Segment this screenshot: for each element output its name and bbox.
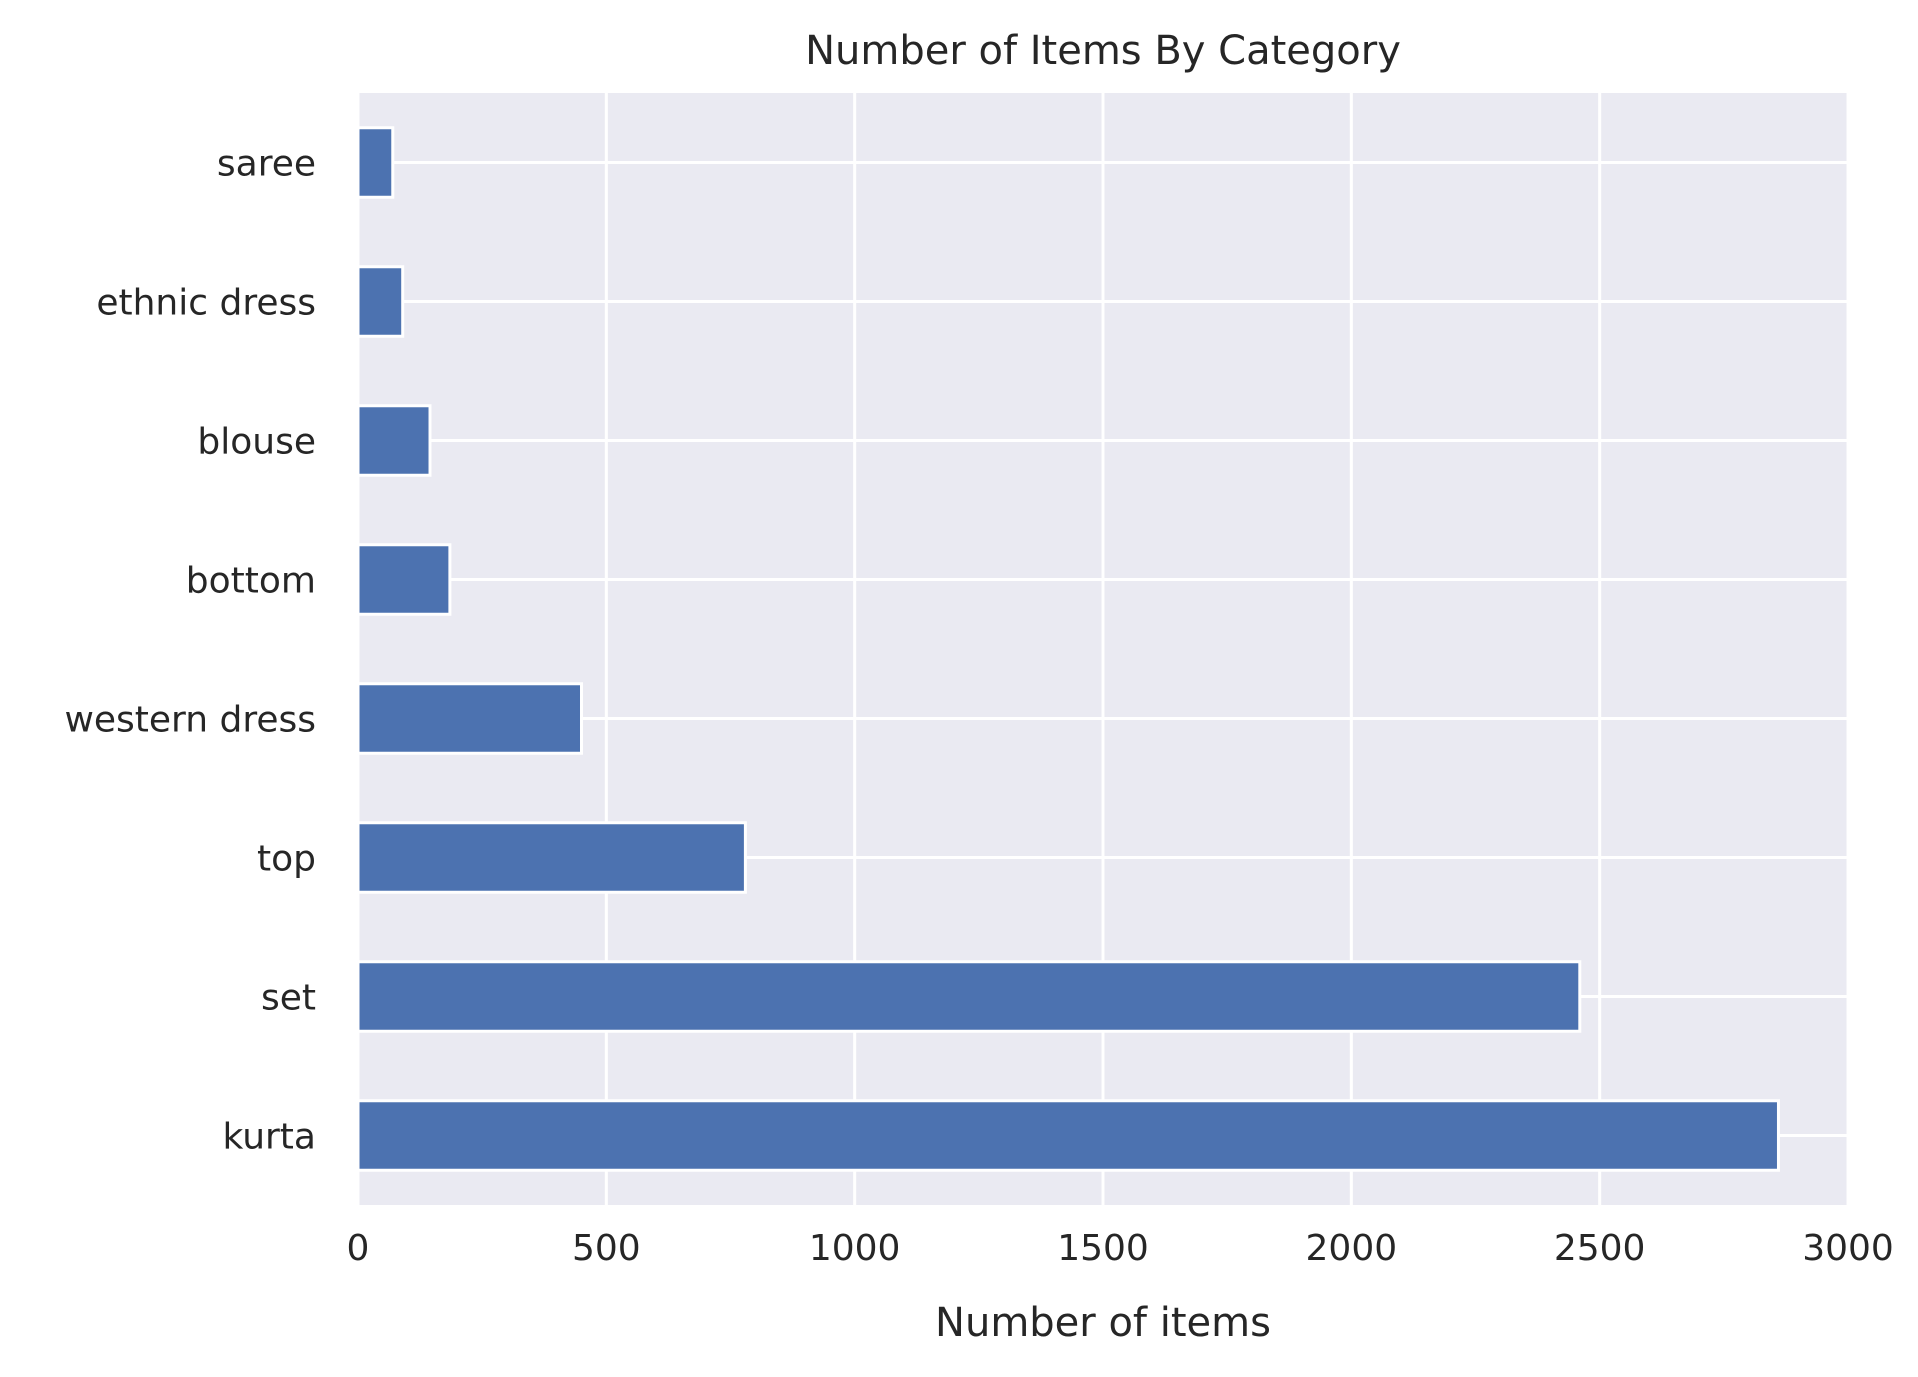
chart-title: Number of Items By Category (805, 28, 1401, 74)
y-tick-label: kurta (222, 1117, 316, 1158)
bar-saree (356, 126, 395, 199)
bar-ethnic-dress (356, 265, 405, 338)
y-tick-label: top (257, 839, 316, 880)
y-tick-label: western dress (64, 700, 316, 741)
x-tick-label: 500 (572, 1228, 641, 1269)
x-tick-label: 2000 (1306, 1228, 1398, 1269)
y-tick-labels: saree ethnic dress blouse bottom western dre… (64, 144, 316, 1158)
x-tick-labels: 0 500 1000 1500 2000 2500 3000 (347, 1228, 1894, 1269)
bar-western-dress (356, 682, 583, 755)
bar-top (356, 821, 747, 894)
x-tick-label: 2500 (1554, 1228, 1646, 1269)
bar-bottom (356, 543, 452, 616)
x-axis-label: Number of items (935, 1300, 1271, 1346)
bar-set (356, 960, 1582, 1033)
y-tick-label: bottom (186, 561, 316, 602)
bar-blouse (356, 404, 432, 477)
x-tick-label: 1500 (1057, 1228, 1149, 1269)
x-tick-label: 3000 (1802, 1228, 1894, 1269)
bar-kurta (356, 1099, 1780, 1172)
y-tick-label: saree (217, 144, 316, 185)
y-tick-label: ethnic dress (96, 283, 316, 324)
x-tick-label: 1000 (809, 1228, 901, 1269)
y-tick-label: blouse (197, 422, 316, 463)
y-tick-label: set (261, 978, 316, 1019)
bars (356, 126, 1780, 1172)
x-tick-label: 0 (347, 1228, 370, 1269)
